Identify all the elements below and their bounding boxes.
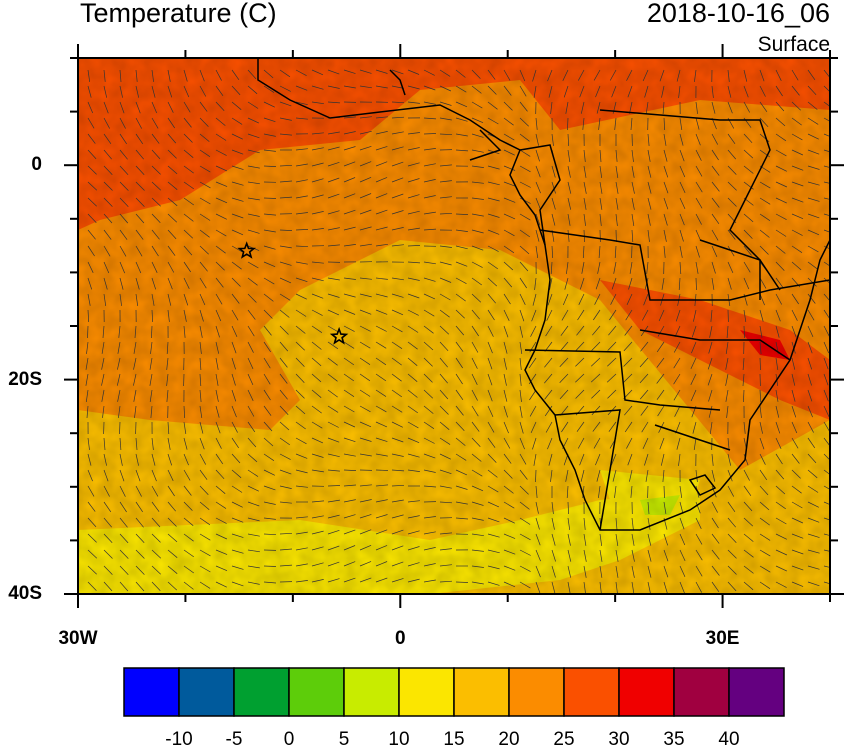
colorbar-swatch bbox=[124, 668, 179, 716]
colorbar-label: -10 bbox=[159, 729, 199, 751]
colorbar-label: 35 bbox=[654, 729, 694, 751]
colorbar-swatch bbox=[564, 668, 619, 716]
colorbar-label: 0 bbox=[269, 729, 309, 751]
colorbar-swatch bbox=[729, 668, 784, 716]
y-tick-label: 40S bbox=[2, 583, 42, 605]
y-tick-label: 20S bbox=[2, 369, 42, 391]
colorbar-swatch bbox=[509, 668, 564, 716]
colorbar-label: 25 bbox=[544, 729, 584, 751]
colorbar-swatch bbox=[399, 668, 454, 716]
colorbar-swatch bbox=[674, 668, 729, 716]
colorbar-swatch bbox=[619, 668, 674, 716]
colorbar-label: 30 bbox=[599, 729, 639, 751]
colorbar-label: -5 bbox=[214, 729, 254, 751]
colorbar-label: 10 bbox=[379, 729, 419, 751]
y-tick-label: 0 bbox=[2, 154, 42, 176]
colorbar-swatch bbox=[179, 668, 234, 716]
x-tick-label: 30W bbox=[48, 628, 108, 650]
colorbar-label: 40 bbox=[709, 729, 749, 751]
colorbar-swatch bbox=[289, 668, 344, 716]
colorbar-label: 15 bbox=[434, 729, 474, 751]
temperature-field bbox=[78, 58, 830, 594]
x-tick-label: 0 bbox=[370, 628, 430, 650]
colorbar-label: 5 bbox=[324, 729, 364, 751]
colorbar-swatch bbox=[234, 668, 289, 716]
x-tick-label: 30E bbox=[693, 628, 753, 650]
colorbar bbox=[124, 668, 784, 716]
colorbar-swatch bbox=[454, 668, 509, 716]
colorbar-label: 20 bbox=[489, 729, 529, 751]
colorbar-swatch bbox=[344, 668, 399, 716]
